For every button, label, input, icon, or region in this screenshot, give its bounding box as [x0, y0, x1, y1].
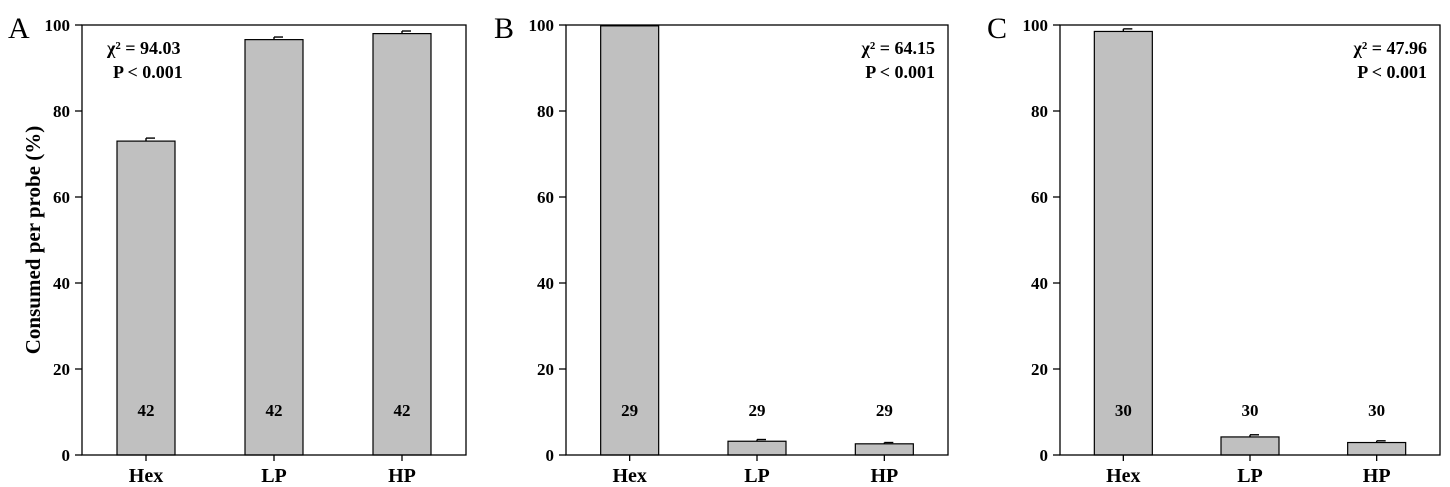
x-tick-label: LP — [1237, 465, 1263, 487]
chi-square-annotation: χ² = 94.03 — [106, 38, 180, 58]
x-tick-label: Hex — [612, 465, 646, 487]
x-tick-label: HP — [388, 465, 416, 487]
panel-letter: C — [987, 12, 1007, 45]
sample-size-label: 30 — [1115, 401, 1132, 420]
sample-size-label: 42 — [138, 401, 155, 420]
sample-size-label: 42 — [394, 401, 411, 420]
bar-hex — [600, 25, 660, 456]
y-tick-label: 20 — [53, 360, 70, 379]
panel-c: C 0 20 40 60 80 100 Hex 30 LP 30 HP 30 χ² = 47.96 P < … — [987, 12, 1441, 487]
p-value-annotation: P < 0.001 — [865, 62, 935, 82]
bar-lp — [727, 440, 787, 456]
y-tick-label: 80 — [537, 102, 554, 121]
plot-frame — [1059, 24, 1441, 456]
y-tick-label: 60 — [537, 188, 554, 207]
chi-square-annotation: χ² = 64.15 — [861, 38, 935, 58]
sample-size-label: 42 — [266, 401, 283, 420]
y-axis-label: Consumed per probe (%) — [21, 126, 45, 355]
chi-square-annotation: χ² = 47.96 — [1353, 38, 1427, 58]
bar-hp — [372, 32, 432, 456]
y-tick-label: 60 — [53, 188, 70, 207]
x-tick-label: LP — [261, 465, 287, 487]
x-tick-label: HP — [1363, 465, 1391, 487]
panels: A 0 20 40 60 80 100 Hex 42 LP 42 HP 42 χ² = 94.03 P < … — [8, 12, 1441, 487]
y-tick-label: 100 — [529, 16, 555, 35]
y-tick-label: 40 — [537, 274, 554, 293]
x-tick-label: Hex — [129, 465, 163, 487]
y-tick-label: 0 — [1040, 446, 1049, 465]
y-tick-label: 40 — [53, 274, 70, 293]
y-tick-label: 20 — [1031, 360, 1048, 379]
y-tick-label: 40 — [1031, 274, 1048, 293]
bar-hp — [1347, 441, 1407, 456]
panel-letter: B — [494, 12, 514, 45]
x-tick-label: HP — [870, 465, 898, 487]
y-tick-label: 100 — [45, 16, 71, 35]
bar-hp — [854, 443, 914, 456]
sample-size-label: 30 — [1242, 401, 1259, 420]
y-tick-label: 0 — [546, 446, 555, 465]
panel-letter: A — [8, 12, 30, 45]
sample-size-label: 29 — [749, 401, 766, 420]
bar-lp — [1220, 436, 1280, 456]
panel-a: A 0 20 40 60 80 100 Hex 42 LP 42 HP 42 χ² = 94.03 P < … — [8, 12, 467, 487]
y-tick-label: 80 — [53, 102, 70, 121]
panel-b: B 0 20 40 60 80 100 Hex 29 LP 29 HP 29 χ² = 64.15 P < … — [494, 12, 949, 487]
plot-frame — [81, 24, 467, 456]
plot-frame — [565, 24, 949, 456]
p-value-annotation: P < 0.001 — [1357, 62, 1427, 82]
y-tick-label: 20 — [537, 360, 554, 379]
y-tick-label: 80 — [1031, 102, 1048, 121]
y-tick-label: 60 — [1031, 188, 1048, 207]
x-tick-label: Hex — [1106, 465, 1140, 487]
y-tick-label: 100 — [1023, 16, 1049, 35]
p-value-annotation: P < 0.001 — [113, 62, 183, 82]
sample-size-label: 29 — [621, 401, 638, 420]
y-tick-label: 0 — [62, 446, 71, 465]
sample-size-label: 30 — [1368, 401, 1385, 420]
x-tick-label: LP — [744, 465, 770, 487]
bar-lp — [244, 39, 304, 456]
bar-hex — [1093, 30, 1153, 456]
sample-size-label: 29 — [876, 401, 893, 420]
